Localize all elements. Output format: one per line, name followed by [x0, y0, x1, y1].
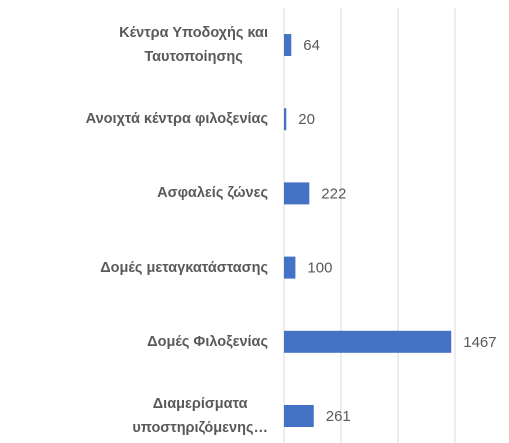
value-label: 222: [321, 185, 346, 202]
category-label: Δομές Φιλοξενίας: [147, 333, 268, 350]
category-label: Ασφαλείς ζώνες: [157, 185, 268, 202]
value-label: 100: [307, 260, 332, 277]
value-label: 64: [303, 37, 320, 54]
value-label: 20: [298, 111, 315, 128]
category-label-box: Δομές Φιλοξενίας: [0, 330, 268, 354]
category-label: Ανοιχτά κέντρα φιλοξενίας: [85, 111, 268, 128]
bar: [284, 256, 296, 279]
bar: [284, 405, 314, 427]
value-label: 261: [326, 408, 351, 425]
category-label-box: Ασφαλείς ζώνες: [0, 181, 268, 205]
category-label-box: Δομές μεταγκατάστασης: [0, 256, 268, 280]
category-label: Διαμερίσματα υποστηριζόμενης…: [132, 396, 268, 436]
category-label: Κέντρα Υποδοχής και Ταυτοποίησης: [119, 25, 268, 65]
bar: [284, 330, 452, 353]
category-label: Δομές μεταγκατάστασης: [100, 259, 268, 276]
bar: [284, 108, 287, 131]
category-label-box: Διαμερίσματα υποστηριζόμενης…: [0, 392, 268, 440]
value-label: 1467: [463, 334, 496, 351]
category-label-box: Κέντρα Υποδοχής και Ταυτοποίησης: [0, 21, 268, 69]
bar: [284, 34, 292, 56]
category-label-box: Ανοιχτά κέντρα φιλοξενίας: [0, 107, 268, 131]
bar: [284, 182, 310, 205]
